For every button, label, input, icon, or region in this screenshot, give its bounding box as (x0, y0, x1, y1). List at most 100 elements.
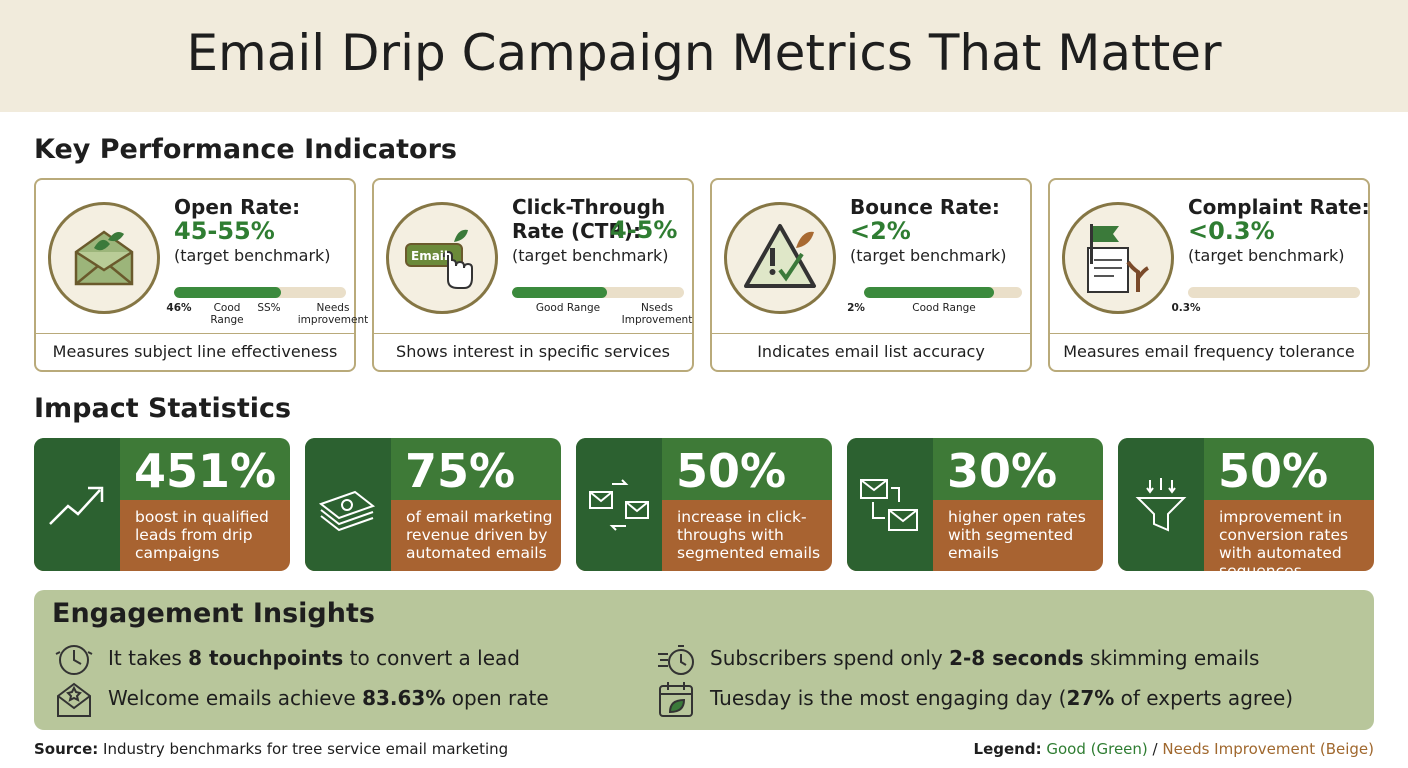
progress-good (174, 287, 281, 298)
section-heading: Key Performance Indicators (34, 134, 457, 165)
kpi-label: Complaint Rate: (1188, 195, 1370, 219)
progress-bar (864, 287, 1022, 298)
kpi-label: Bounce Rate: (850, 195, 1000, 219)
insight: It takes 8 touchpoints to convert a lead (108, 646, 520, 670)
title: Email Drip Campaign Metrics That Matter (186, 24, 1222, 82)
insight-bold: 83.63% (362, 686, 446, 710)
kpi-value: <2% (850, 217, 911, 245)
stat-text: of email marketing revenue driven by aut… (406, 508, 553, 562)
insight-bold: 27% (1066, 686, 1115, 710)
stat-text: improvement in conversion rates with aut… (1219, 508, 1349, 571)
bar-label: Needs improvement (297, 302, 369, 326)
kpi-value: 45-55% (174, 217, 275, 245)
icon (64, 218, 144, 302)
divider (712, 333, 1030, 334)
kpi-note: (target benchmark) (174, 246, 331, 265)
kpi-value: <0.3% (1188, 217, 1275, 245)
bar-label: 0.3% (1171, 302, 1201, 314)
kpi-note: (target benchmark) (850, 246, 1007, 265)
legend-sep: / (1152, 740, 1158, 758)
bar-label: Cood Range (210, 302, 244, 326)
icon (1078, 218, 1158, 302)
insight-before: Tuesday is the most engaging day ( (710, 686, 1067, 710)
bar-label: Good Range (535, 302, 601, 314)
bar-label: Nseds Improvement (621, 302, 693, 326)
source: Source: Industry benchmarks for tree ser… (34, 740, 508, 758)
progress-bar (1188, 287, 1360, 298)
source-text: Industry benchmarks for tree service ema… (103, 740, 509, 758)
insight-icon (656, 680, 696, 724)
kpi-footer: Shows interest in specific services (396, 342, 670, 361)
stat-text: increase in click-throughs with segmente… (677, 508, 821, 562)
kpi-value: 4-5% (610, 216, 678, 244)
stat-card: 50% improvement in conversion rates with … (1118, 438, 1374, 571)
insight-before: Welcome emails achieve (108, 686, 363, 710)
divider (1050, 333, 1368, 334)
stat-icon (46, 474, 108, 540)
kpi-icon: Email (386, 202, 498, 314)
kpi-card (372, 178, 694, 372)
insight-bold: 2-8 seconds (949, 646, 1084, 670)
stat-icon (317, 474, 379, 540)
progress-bar (512, 287, 684, 298)
insights-panel (34, 590, 1374, 730)
icon-label: Email (411, 249, 449, 263)
icon (740, 218, 820, 302)
insight-icon (656, 640, 696, 684)
insight-icon (54, 680, 94, 724)
legend-good: Good (Green) (1046, 740, 1148, 758)
kpi-icon (1062, 202, 1174, 314)
bar-label: Cood Range (912, 302, 976, 314)
insight: Subscribers spend only 2-8 seconds skimm… (710, 646, 1259, 670)
bar-label: 2% (847, 302, 865, 314)
stat-card: 451% boost in qualified leads from drip c… (34, 438, 290, 571)
insight-bold: 8 touchpoints (188, 646, 344, 670)
bar-label: SS% (257, 302, 281, 314)
insight-after: open rate (445, 686, 549, 710)
stat-value: 75% (405, 444, 516, 498)
insight: Welcome emails achieve 83.63% open rate (108, 686, 549, 710)
stat-icon (588, 474, 650, 540)
icon (402, 218, 482, 302)
insight-after: skimming emails (1083, 646, 1260, 670)
insight-icon (54, 640, 94, 684)
stat-value: 30% (947, 444, 1058, 498)
stat-icon-panel (847, 438, 933, 571)
section-heading: Engagement Insights (52, 598, 375, 629)
kpi-footer: Measures email frequency tolerance (1063, 342, 1355, 361)
divider (36, 333, 354, 334)
legend: Legend: Good (Green) / Needs Improvement… (974, 740, 1374, 758)
stat-card: 50% increase in click-throughs with segme… (576, 438, 832, 571)
stat-card: 75% of email marketing revenue driven by … (305, 438, 561, 571)
stat-icon (1130, 474, 1192, 540)
progress-good (864, 287, 994, 298)
insight-after: to convert a lead (343, 646, 520, 670)
stat-icon-panel (1118, 438, 1204, 571)
stat-value: 451% (134, 444, 277, 498)
insight-before: Subscribers spend only (710, 646, 950, 670)
insight-before: It takes (108, 646, 189, 670)
legend-bad: Needs Improvement (Beige) (1162, 740, 1374, 758)
insight-after: of experts agree) (1114, 686, 1294, 710)
kpi-label: Click-Through Rate (CTR): (512, 195, 666, 243)
stat-value: 50% (1218, 444, 1329, 498)
kpi-icon (48, 202, 160, 314)
kpi-label: Open Rate: (174, 195, 301, 219)
stat-text: boost in qualified leads from drip campa… (135, 508, 269, 562)
stat-card: 30% higher open rates with segmented emai… (847, 438, 1103, 571)
kpi-note: (target benchmark) (512, 246, 669, 265)
kpi-footer: Measures subject line effectiveness (52, 342, 338, 361)
legend-label: Legend: (973, 740, 1042, 758)
header-band (0, 0, 1408, 112)
divider (374, 333, 692, 334)
kpi-footer: Indicates email list accuracy (757, 342, 985, 361)
stat-icon-panel (305, 438, 391, 571)
insight: Tuesday is the most engaging day (27% of… (710, 686, 1293, 710)
stat-icon-panel (34, 438, 120, 571)
stat-icon (859, 474, 921, 540)
section-heading: Impact Statistics (34, 393, 292, 424)
progress-bar (174, 287, 346, 298)
bar-label: 46% (166, 302, 192, 314)
stat-text: higher open rates with segmented emails (948, 508, 1086, 562)
